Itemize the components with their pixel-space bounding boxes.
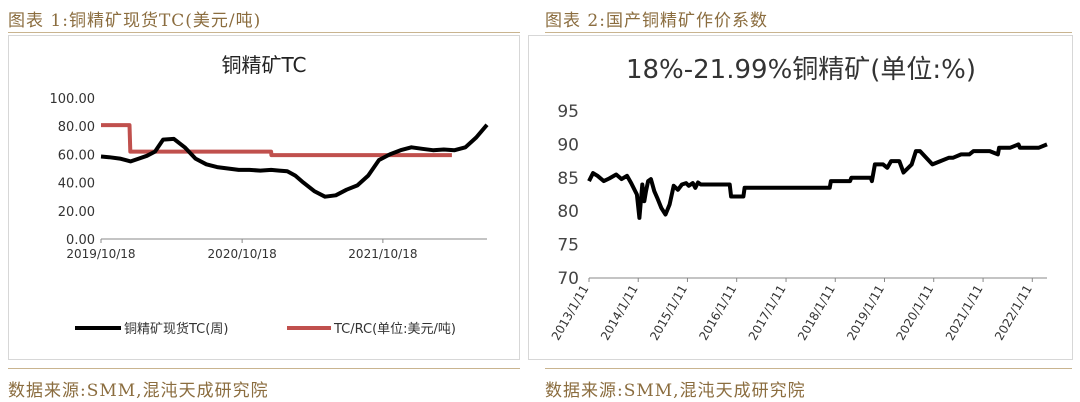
y-tick-label: 75 [557,236,579,256]
x-tick-label: 2019/10/18 [66,247,135,261]
left-source: 数据来源:SMM,混沌天成研究院 [8,381,269,401]
chart-title: 18%-21.99%铜精矿(单位:%) [626,55,976,85]
y-tick-label: 95 [557,102,579,122]
series-line-tcrc [101,123,452,158]
x-tick-label: 2020/1/11 [893,282,936,342]
top-rule-left [8,32,520,33]
y-tick-label: 85 [557,169,579,189]
right-chart-panel: 18%-21.99%铜精矿(单位:%) 70 75 80 85 90 95 2013/1/11… [528,35,1073,360]
x-tick-label: 2018/1/11 [795,283,838,343]
series-line-spot-tc [100,123,489,199]
right-source: 数据来源:SMM,混沌天成研究院 [545,381,806,401]
x-tick-label: 2016/1/11 [696,283,739,343]
left-chart: 铜精矿TC 0.00 20.00 40.00 60.00 80.00 100.00 2019/… [50,53,489,337]
x-tick-label: 2020/10/18 [208,247,277,261]
bottom-rule-right [545,368,1072,369]
y-tick-label: 100.00 [50,92,96,107]
y-tick-label: 70 [557,269,579,289]
y-tick-label: 20.00 [58,205,95,220]
x-tick-label: 2022/1/11 [992,283,1035,343]
y-tick-label: 80.00 [58,120,95,135]
x-tick-label: 2019/1/11 [844,283,887,343]
y-tick-label: 40.00 [58,177,95,192]
left-chart-panel: 铜精矿TC 0.00 20.00 40.00 60.00 80.00 100.00 2019/… [8,35,520,360]
chart-title: 铜精矿TC [221,53,306,77]
x-tick-label: 2017/1/11 [746,282,789,342]
y-tick-label: 90 [557,135,579,155]
y-tick-label: 60.00 [58,148,95,163]
y-tick-label: 80 [557,202,579,222]
top-rule-right [545,32,1072,33]
legend-label-spot-tc: 铜精矿现货TC(周) [124,321,228,337]
right-caption: 图表 2:国产铜精矿作价系数 [545,11,768,31]
legend-label-tcrc: TC/RC(单位:美元/吨) [333,322,456,337]
series-line-coefficient [587,142,1048,220]
x-tick-label: 2021/1/11 [943,283,986,343]
x-tick-label: 2021/10/18 [348,247,417,261]
left-caption: 图表 1:铜精矿现货TC(美元/吨) [8,11,262,31]
x-tick-label: 2013/1/11 [549,283,592,343]
bottom-rule-left [8,368,520,369]
x-tick-label: 2015/1/11 [647,283,690,343]
right-chart: 18%-21.99%铜精矿(单位:%) 70 75 80 85 90 95 2013/1/11… [549,55,1048,343]
y-tick-label: 0.00 [66,233,95,248]
x-tick-label: 2014/1/11 [598,282,641,342]
